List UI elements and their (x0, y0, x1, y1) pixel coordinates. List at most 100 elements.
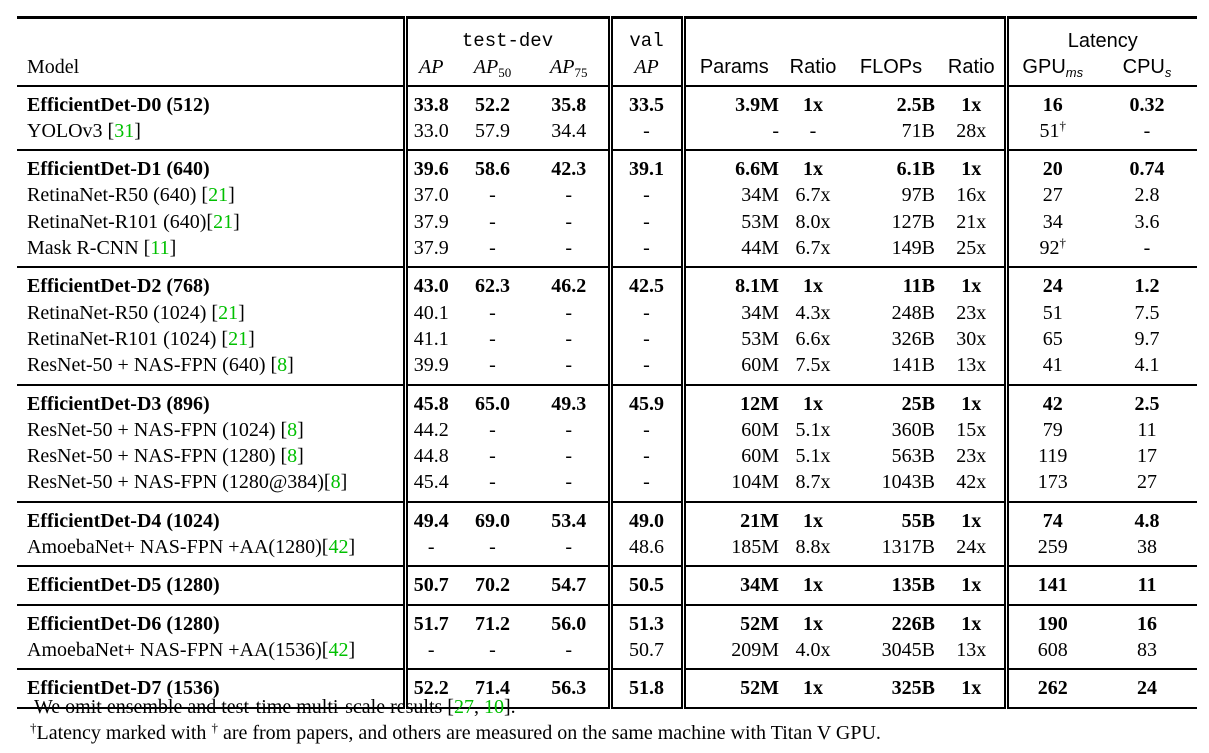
cell-model: EfficientDet-D6 (1280) (17, 603, 408, 637)
cell-ap: 43.0 (405, 266, 455, 300)
table-row: EfficientDet-D0 (512) 33.8 52.2 35.8 33.5 3.9… (17, 84, 1198, 118)
citation-link[interactable]: 21 (228, 327, 249, 350)
cell-ratio-params: - (809, 119, 817, 142)
cell-ratio-params: 4.0x (795, 638, 831, 661)
cell-params: 44M (741, 237, 780, 260)
cell-cpu-latency: - (1143, 237, 1151, 260)
citation-link[interactable]: 42 (328, 536, 349, 559)
results-body: EfficientDet-D0 (512) 33.8 52.2 35.8 33.5 3.9… (17, 84, 1198, 709)
cell-model: EfficientDet-D5 (1280) (17, 565, 408, 605)
cell-gpu-latency: 262 (1006, 668, 1098, 709)
cell-flops: 97B (901, 184, 936, 207)
cell-ap50: - (489, 184, 496, 207)
cell-gpu-latency: 259 (1037, 536, 1068, 559)
results-table-container: test-dev val Latency Model AP AP50 AP75 … (17, 16, 1198, 709)
cell-val-ap: - (607, 117, 686, 151)
cell-ap50: - (489, 638, 496, 661)
cell-ap: 33.8 (405, 84, 455, 118)
cell-ap75: - (565, 445, 573, 468)
cell-gpu-latency: 51 (1042, 301, 1063, 324)
table-row: Mask R-CNN [11] 37.9 - - - 44M 6.7x 149B 25x 92† - (17, 235, 1197, 268)
cell-val-ap: - (607, 235, 686, 268)
cell-ap50: 69.0 (455, 500, 530, 535)
citation-link[interactable]: 8 (330, 471, 341, 494)
cell-ap50: - (489, 471, 496, 494)
cell-ratio-params: 7.5x (795, 354, 831, 377)
col-flops: FLOPs (859, 56, 923, 79)
cell-ratio-flops: 13x (939, 352, 1009, 385)
cell-ap: 49.4 (405, 500, 455, 535)
table-row: AmoebaNet+ NAS-FPN +AA(1280)[42] - - -48.6 1… (17, 534, 1197, 567)
cell-params: 60M (741, 354, 780, 377)
table-row: AmoebaNet+ NAS-FPN +AA(1536)[42] - - -50.7 2… (17, 636, 1197, 670)
cell-val-ap: 51.3 (607, 603, 686, 637)
cell-flops: 248B (891, 301, 936, 324)
cell-flops: 135B (843, 565, 940, 605)
cell-cpu-latency: 0.32 (1097, 84, 1198, 118)
citation-link[interactable]: 8 (277, 354, 288, 377)
col-params: Params (699, 56, 769, 79)
cell-params: 34M (741, 184, 780, 207)
cell-ratio-params: 5.1x (795, 445, 831, 468)
citation-link[interactable]: 42 (328, 638, 349, 661)
citation-link[interactable]: 21 (208, 184, 229, 207)
cell-gpu-latency: 42 (1006, 383, 1098, 417)
cell-params: 53M (741, 210, 780, 233)
cell-ap50: 71.2 (455, 603, 530, 637)
cell-ratio-flops: 28x (939, 117, 1009, 151)
citation-link[interactable]: 21 (218, 301, 239, 324)
citation-link[interactable]: 8 (287, 418, 298, 441)
cell-ap: 40.1 (413, 301, 449, 324)
cell-ratio-flops: 23x (939, 299, 1009, 326)
cell-ap: 39.6 (405, 149, 455, 183)
cell-params: 34M (741, 301, 780, 324)
cell-ap50: - (489, 445, 496, 468)
note-ensemble: We omit ensemble and test-time multi-sca… (34, 696, 516, 718)
cell-ratio-flops: 1x (939, 500, 1009, 535)
cell-ap75: - (565, 638, 573, 661)
cell-params: 53M (741, 327, 780, 350)
cell-gpu-latency: 173 (1037, 471, 1068, 494)
header-test-dev: test-dev (405, 16, 611, 55)
cell-ratio-flops: 1x (939, 603, 1009, 637)
cell-gpu-latency: 65 (1042, 327, 1063, 350)
cell-params: 34M (683, 565, 784, 605)
cell-gpu-latency: 34 (1042, 210, 1063, 233)
cell-flops: 55B (843, 500, 940, 535)
cell-model: ResNet-50 + NAS-FPN (1280) [8] (17, 443, 408, 470)
cell-flops: 325B (843, 668, 940, 709)
cell-flops: 71B (901, 119, 936, 142)
cell-ap75: - (565, 237, 573, 260)
cell-cpu-latency: 7.5 (1134, 301, 1160, 324)
col-gpu-latency: GPUms (1022, 56, 1084, 81)
cell-params: 6.6M (683, 149, 784, 183)
cell-ap: 39.9 (413, 354, 449, 377)
cell-gpu-latency: 51† (1039, 117, 1067, 142)
cell-gpu-latency: 74 (1006, 500, 1098, 535)
cell-ap50: - (489, 301, 496, 324)
cell-ap50: - (489, 354, 496, 377)
cell-ap50: 57.9 (475, 119, 510, 142)
cell-ratio-flops: 13x (939, 636, 1009, 670)
citation-link[interactable]: 21 (213, 210, 234, 233)
col-model: Model (17, 54, 408, 86)
cell-cpu-latency: 83 (1137, 638, 1158, 661)
cell-ratio-flops: 30x (939, 325, 1009, 353)
col-ap50: AP50 (473, 56, 512, 81)
cell-gpu-latency: 16 (1006, 84, 1098, 118)
citation-link[interactable]: 8 (287, 445, 298, 468)
cell-ap: 44.2 (413, 418, 449, 441)
header-latency: Latency (1006, 16, 1198, 55)
cell-model: EfficientDet-D2 (768) (17, 266, 408, 300)
cell-val-ap: - (607, 208, 686, 236)
cell-val-ap: 50.7 (607, 636, 686, 670)
citation-link[interactable]: 31 (114, 119, 135, 142)
cell-val-ap: - (607, 469, 686, 502)
citation-link[interactable]: 11 (150, 237, 170, 260)
col-val-ap: AP (607, 54, 686, 86)
cell-ap75: 42.3 (530, 149, 611, 183)
cell-params: 12M (683, 383, 784, 417)
cell-gpu-latency: 141 (1006, 565, 1098, 605)
cell-ratio-params: 1x (783, 149, 844, 183)
cell-val-ap: - (607, 352, 686, 385)
